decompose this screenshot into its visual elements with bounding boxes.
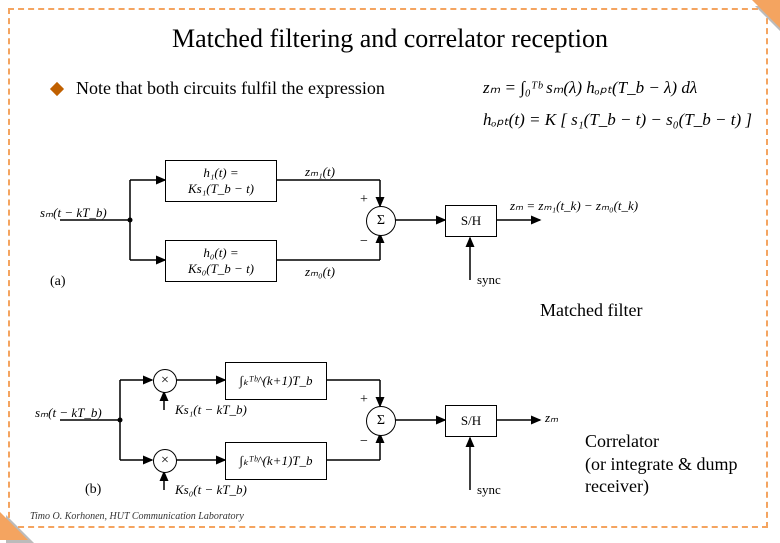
h0-line1: h₀(t) = bbox=[203, 245, 238, 261]
cap2-l3: receiver) bbox=[585, 475, 737, 498]
fig-b-int1: ∫ₖᵀᵇ^(k+1)T_b bbox=[225, 362, 327, 400]
fig-a-box-h1: h₁(t) = Ks₁(T_b − t) bbox=[165, 160, 277, 202]
minus-sign: − bbox=[360, 234, 368, 250]
fig-b-mult1: × bbox=[153, 369, 177, 393]
cap2-l2: (or integrate & dump bbox=[585, 453, 737, 476]
fig-a-sync: sync bbox=[477, 272, 501, 288]
h1-line2: Ks₁(T_b − t) bbox=[188, 181, 254, 197]
bullet-row: Note that both circuits fulfil the expre… bbox=[52, 78, 385, 99]
figure-b: sₘ(t − kT_b) × × Ks₁(t − kT_b) Ks₀(t − k… bbox=[50, 350, 590, 500]
eq-zm: zₘ = ∫₀ᵀᵇ sₘ(λ) hₒₚₜ(T_b − λ) dλ bbox=[483, 72, 752, 104]
plus-sign: + bbox=[360, 192, 368, 208]
fig-a-summer: Σ bbox=[366, 206, 396, 236]
fig-a-result: zₘ = zₘ₁(t_k) − zₘ₀(t_k) bbox=[510, 198, 710, 214]
h0-line2: Ks₀(T_b − t) bbox=[188, 261, 254, 277]
fig-b-result: zₘ bbox=[545, 410, 558, 426]
fig-b-input: sₘ(t − kT_b) bbox=[35, 405, 102, 421]
label-a: (a) bbox=[50, 274, 66, 290]
caption-matched-filter: Matched filter bbox=[540, 300, 642, 321]
fig-b-ref2: Ks₀(t − kT_b) bbox=[175, 482, 247, 498]
fig-b-ref1: Ks₁(t − kT_b) bbox=[175, 402, 247, 418]
fig-a-input: sₘ(t − kT_b) bbox=[40, 205, 107, 221]
fig-a-zm1: zₘ₁(t) bbox=[305, 164, 335, 180]
fig-b-sync: sync bbox=[477, 482, 501, 498]
fig-b-int2: ∫ₖᵀᵇ^(k+1)T_b bbox=[225, 442, 327, 480]
label-b: (b) bbox=[85, 482, 101, 498]
minus-sign-b: − bbox=[360, 434, 368, 450]
caption-correlator: Correlator (or integrate & dump receiver… bbox=[585, 430, 737, 498]
bullet-text: Note that both circuits fulfil the expre… bbox=[76, 78, 385, 99]
plus-sign-b: + bbox=[360, 392, 368, 408]
footer-credit: Timo O. Korhonen, HUT Communication Labo… bbox=[30, 511, 244, 522]
equations: zₘ = ∫₀ᵀᵇ sₘ(λ) hₒₚₜ(T_b − λ) dλ hₒₚₜ(t)… bbox=[483, 72, 752, 137]
bullet-icon bbox=[50, 81, 64, 95]
h1-line1: h₁(t) = bbox=[203, 165, 238, 181]
fig-b-sh: S/H bbox=[445, 405, 497, 437]
fig-b-summer: Σ bbox=[366, 406, 396, 436]
cap2-l1: Correlator bbox=[585, 430, 737, 453]
fig-a-box-h0: h₀(t) = Ks₀(T_b − t) bbox=[165, 240, 277, 282]
page-title: Matched filtering and correlator recepti… bbox=[0, 24, 780, 54]
fig-b-mult2: × bbox=[153, 449, 177, 473]
fig-a-sh: S/H bbox=[445, 205, 497, 237]
eq-hopt: hₒₚₜ(t) = K [ s₁(T_b − t) − s₀(T_b − t) … bbox=[483, 104, 752, 136]
fig-a-zm0: zₘ₀(t) bbox=[305, 264, 335, 280]
figure-a: sₘ(t − kT_b) h₁(t) = Ks₁(T_b − t) h₀(t) … bbox=[50, 150, 590, 290]
